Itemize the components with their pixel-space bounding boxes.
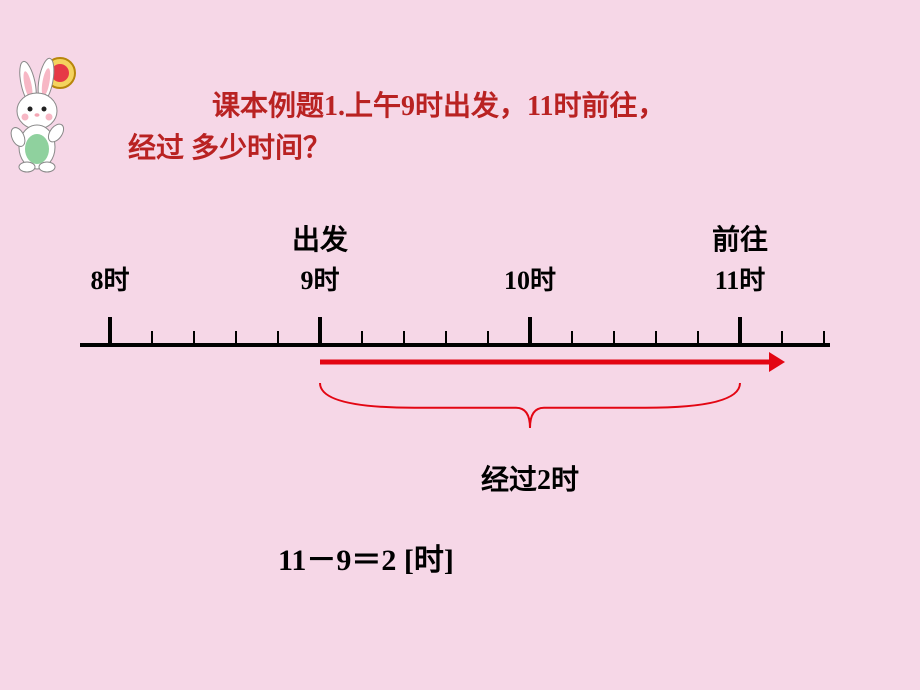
equation-text: 11－9＝2 [时] [278,544,454,577]
equation: 11－9＝2 [时] [278,535,454,579]
elapsed-label: 经过2时 [430,458,630,498]
title-line2: 经过 多少时间？ [128,133,331,164]
bunny-icon [0,55,90,175]
hour-label-9: 9时 [260,260,380,297]
bunny-mascot [0,55,90,180]
event-label-9: 出发 [260,218,380,258]
title-line1: 课本例题1.上午9时出发，11时前往， [128,91,665,122]
elapsed-text: 经过2时 [481,465,579,496]
hour-label-8: 8时 [50,260,170,297]
hour-label-11: 11时 [680,260,800,297]
event-label-11: 前往 [680,218,800,258]
problem-title: 课本例题1.上午9时出发，11时前往， 经过 多少时间？ [128,86,808,170]
slide: 课本例题1.上午9时出发，11时前往， 经过 多少时间？ 8时 9时 10时 11时 出… [0,0,920,690]
hour-label-10: 10时 [470,260,590,297]
